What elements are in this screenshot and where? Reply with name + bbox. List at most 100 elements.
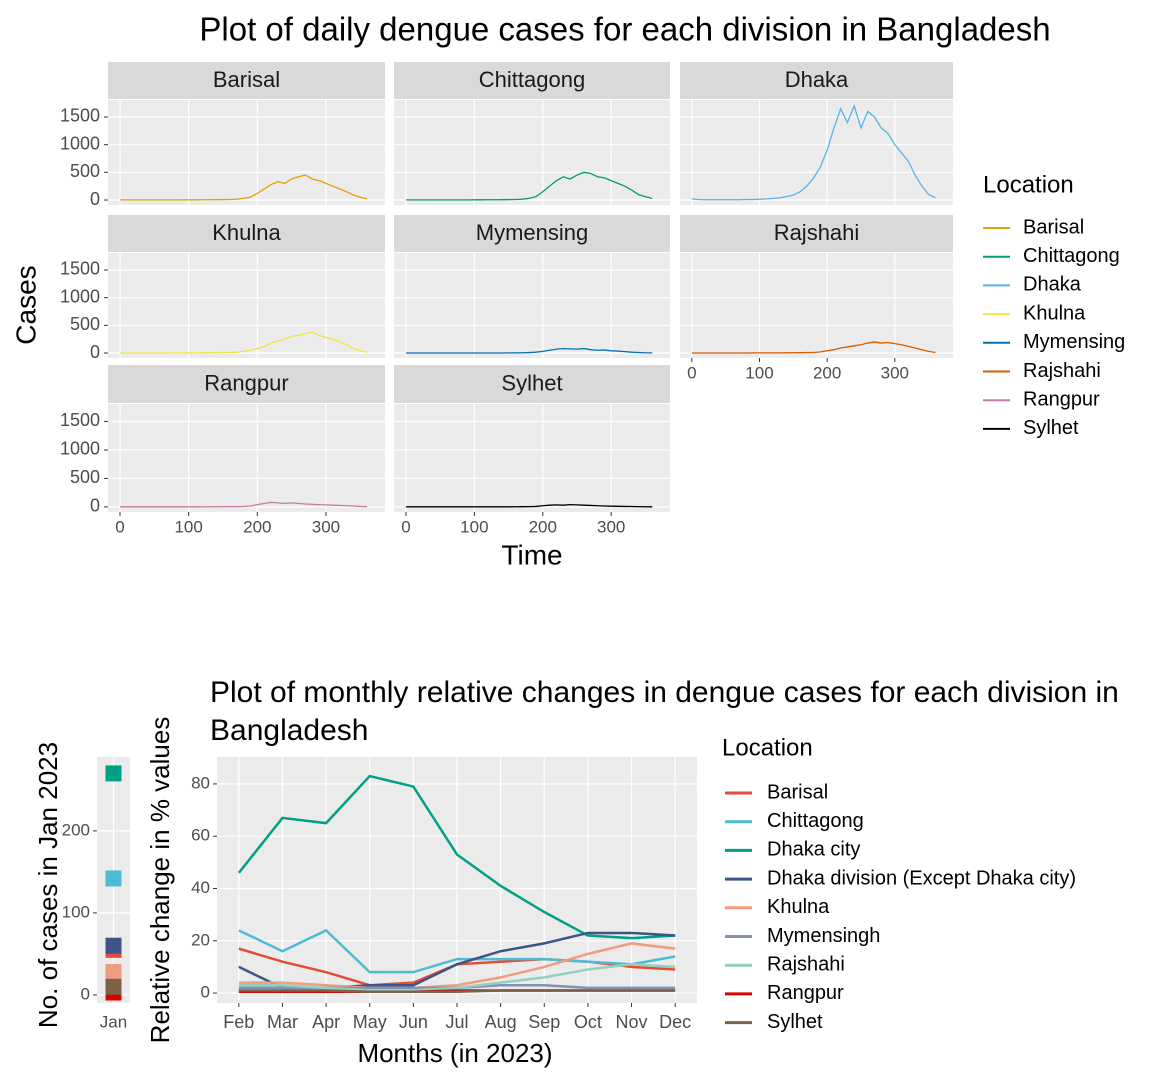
x-tick-label: 200 [529, 517, 557, 536]
facet-label: Khulna [212, 220, 281, 245]
y-axis-label: Cases [10, 265, 41, 344]
x-tick-label: 300 [312, 517, 340, 536]
x-tick-label: Dec [659, 1012, 691, 1032]
point [105, 937, 122, 954]
y-tick-label: 500 [70, 467, 100, 487]
x-tick-label: Jan [100, 1012, 127, 1031]
legend-label: Mymensingh [767, 925, 880, 947]
chart-title: Plot of daily dengue cases for each divi… [199, 11, 1050, 48]
facet-strip [108, 62, 385, 99]
x-tick-label: May [353, 1012, 387, 1032]
y-tick-label: 80 [191, 773, 210, 792]
x-axis-label: Time [501, 539, 562, 570]
facet-strip [108, 215, 385, 252]
x-tick-label: 0 [687, 363, 696, 382]
facet-label: Dhaka [785, 67, 849, 92]
y-tick-label: 1000 [60, 133, 100, 153]
legend-label: Rangpur [1023, 388, 1100, 410]
y-tick-label: 200 [62, 820, 90, 839]
legend-label: Khulna [1023, 302, 1086, 324]
facet-strip [394, 62, 670, 99]
x-tick-label: 200 [813, 363, 841, 382]
legend-label: Sylhet [1023, 417, 1079, 439]
point [105, 765, 122, 782]
line [120, 174, 368, 201]
legend-label: Dhaka [1023, 274, 1082, 296]
y-tick-label: 0 [90, 342, 100, 362]
legend-label: Chittagong [767, 810, 864, 832]
facet-strip [680, 62, 953, 99]
panel [394, 253, 670, 358]
x-tick-label: Feb [223, 1012, 254, 1032]
facet-strip [394, 215, 670, 252]
legend-label: Dhaka city [767, 839, 860, 861]
y-tick-label: 100 [62, 902, 90, 921]
facet-label: Mymensing [476, 220, 588, 245]
legend-label: Khulna [767, 896, 830, 918]
facet-label: Rajshahi [774, 220, 860, 245]
facet-label: Rangpur [204, 370, 288, 395]
panel [680, 100, 953, 205]
line [120, 501, 368, 508]
legend-label: Dhaka division (Except Dhaka city) [767, 867, 1076, 889]
line [120, 331, 368, 354]
legend-label: Barisal [767, 781, 828, 803]
line [405, 347, 653, 354]
facet-strip [680, 215, 953, 252]
line [238, 928, 676, 974]
x-tick-label: 300 [881, 363, 909, 382]
y-tick-label: 500 [70, 314, 100, 334]
legend-label: Sylhet [767, 1011, 823, 1033]
y-tick-label: 1500 [60, 259, 100, 279]
x-tick-label: Sep [528, 1012, 560, 1032]
point [105, 978, 122, 995]
x-tick-label: 100 [174, 517, 202, 536]
line [691, 103, 936, 201]
y-tick-label: 60 [191, 826, 210, 845]
legend-title: Location [983, 171, 1074, 198]
legend-label: Rajshahi [1023, 360, 1101, 382]
line [405, 171, 653, 201]
x-tick-label: Jun [399, 1012, 428, 1032]
x-tick-label: 100 [745, 363, 773, 382]
x-tick-label: Apr [312, 1012, 340, 1032]
point [105, 963, 122, 980]
y-tick-label: 0 [201, 983, 210, 1002]
facet-strip [394, 365, 670, 403]
panel [108, 100, 385, 205]
x-tick-label: Aug [485, 1012, 517, 1032]
x-tick-label: Mar [267, 1012, 298, 1032]
x-tick-label: 0 [115, 517, 124, 536]
point [105, 870, 122, 887]
y-tick-label: 0 [90, 189, 100, 209]
y-axis-label: No. of cases in Jan 2023 [33, 742, 63, 1028]
panel [394, 100, 670, 205]
y-tick-label: 1500 [60, 106, 100, 126]
x-tick-label: 200 [243, 517, 271, 536]
panel [394, 404, 670, 512]
y-tick-label: 20 [191, 930, 210, 949]
legend-label: Rajshahi [767, 953, 845, 975]
x-axis-label: Months (in 2023) [357, 1038, 552, 1068]
facet-label: Sylhet [501, 370, 562, 395]
line [405, 503, 653, 508]
legend-label: Mymensing [1023, 331, 1125, 353]
x-tick-label: 300 [597, 517, 625, 536]
line [691, 341, 936, 354]
y-tick-label: 500 [70, 161, 100, 181]
y-tick-label: 0 [90, 496, 100, 516]
line [237, 774, 676, 940]
y-tick-label: 1000 [60, 286, 100, 306]
x-tick-label: 100 [460, 517, 488, 536]
panel [108, 253, 385, 358]
line [238, 963, 676, 992]
line [238, 942, 676, 990]
legend-label: Rangpur [767, 982, 844, 1004]
facet-label: Chittagong [479, 67, 585, 92]
legend-label: Barisal [1023, 216, 1084, 238]
x-tick-label: 0 [401, 517, 410, 536]
y-tick-label: 0 [81, 984, 90, 1003]
y-tick-label: 1000 [60, 439, 100, 459]
